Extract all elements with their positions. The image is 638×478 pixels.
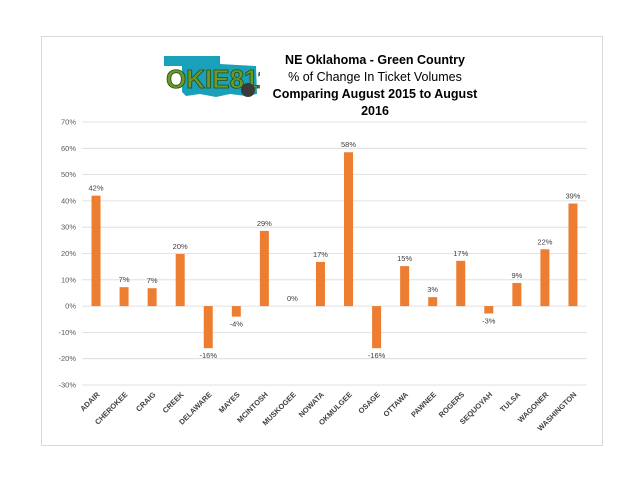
y-tick-label: 0% <box>65 302 76 311</box>
y-tick-label: 70% <box>61 118 76 127</box>
y-tick-label: 20% <box>61 249 76 258</box>
data-label: 3% <box>427 285 438 294</box>
y-tick-label: 60% <box>61 144 76 153</box>
chart-subtitle-2: Comparing August 2015 to August 2016 <box>272 87 478 118</box>
data-label: 22% <box>537 237 552 246</box>
chart-titles: NE Oklahoma - Green Country % of Change … <box>265 52 485 120</box>
data-label: -3% <box>482 316 496 325</box>
category-label: PAWNEE <box>409 390 438 419</box>
bar <box>540 249 550 307</box>
category-label: MAYES <box>217 390 242 415</box>
data-label: 58% <box>341 140 356 149</box>
category-label: OSAGE <box>356 390 382 416</box>
data-label: -16% <box>368 351 386 360</box>
data-label: 7% <box>147 276 158 285</box>
bar <box>119 287 129 307</box>
category-label: TULSA <box>498 390 522 414</box>
bar <box>484 306 494 314</box>
data-label: 17% <box>313 250 328 259</box>
data-label: -16% <box>199 351 217 360</box>
bar <box>147 288 157 307</box>
bar <box>175 254 185 307</box>
y-tick-label: 40% <box>61 196 76 205</box>
chart-subtitle: % of Change In Ticket Volumes <box>288 70 462 84</box>
data-label: 39% <box>565 192 580 201</box>
chart-frame <box>41 36 603 446</box>
data-label: 7% <box>119 275 130 284</box>
data-label: 17% <box>453 249 468 258</box>
shovel-icon <box>241 83 255 97</box>
category-label: OTTAWA <box>381 390 410 419</box>
data-label: -4% <box>230 320 244 329</box>
bar <box>428 297 438 307</box>
data-label: 9% <box>511 271 522 280</box>
bar <box>456 260 466 307</box>
bar <box>400 266 410 307</box>
y-tick-label: -30% <box>58 381 76 390</box>
bar <box>315 261 325 307</box>
oklahoma-shape <box>164 56 257 97</box>
bar <box>231 306 241 317</box>
data-label: 15% <box>397 254 412 263</box>
y-tick-label: -20% <box>58 354 76 363</box>
y-tick-label: 30% <box>61 223 76 232</box>
bar <box>91 195 101 307</box>
data-label: 20% <box>173 242 188 251</box>
y-tick-label: -10% <box>58 328 76 337</box>
bar <box>568 203 578 307</box>
bar <box>203 306 213 349</box>
bar <box>372 306 382 349</box>
y-tick-label: 10% <box>61 275 76 284</box>
bar <box>259 230 269 307</box>
data-label: 29% <box>257 219 272 228</box>
data-label: 0% <box>287 294 298 303</box>
data-label: 42% <box>89 184 104 193</box>
bar <box>512 282 522 307</box>
y-tick-label: 50% <box>61 170 76 179</box>
bar <box>344 152 354 307</box>
chart-title: NE Oklahoma - Green Country <box>285 53 465 67</box>
category-label: CREEK <box>161 390 186 415</box>
category-label: CRAIG <box>134 390 158 414</box>
okie811-logo: OKIE811 <box>164 56 260 97</box>
category-label: ADAIR <box>78 390 102 414</box>
